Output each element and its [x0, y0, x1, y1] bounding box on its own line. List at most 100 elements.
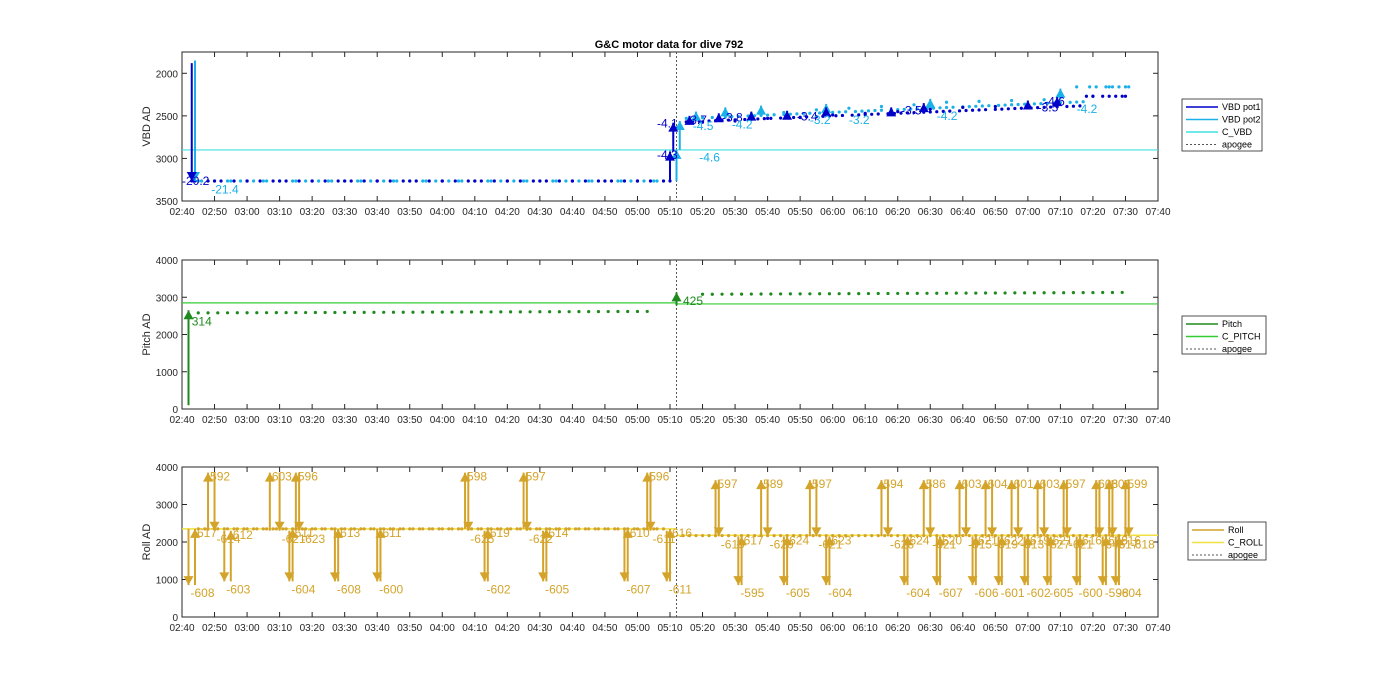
roll-arrow-head [925, 527, 936, 537]
vbd-pot2-point [326, 179, 330, 183]
pitch-dot [304, 310, 308, 315]
vbd-pot2-arrow-head [674, 120, 685, 130]
roll-up-label: 604 [988, 477, 1008, 491]
roll-arrow-head [961, 527, 972, 537]
vbd-pot2-dot [996, 103, 1001, 107]
roll-dot [980, 534, 984, 538]
x-tick-label: 06:30 [918, 415, 943, 426]
roll-down-label: -608 [191, 586, 215, 600]
x-tick-label: 04:40 [560, 207, 585, 218]
x-tick-label: 06:00 [820, 415, 845, 426]
pitch-dot [460, 310, 464, 314]
roll-up-label: 624 [909, 533, 929, 547]
roll-dot [495, 527, 500, 531]
roll-arrow-head [756, 480, 767, 490]
vbd-pot1-dot [1065, 104, 1069, 109]
vbd-pot2-dot [1088, 85, 1092, 89]
vbd-dot [512, 179, 516, 183]
vbd-pot1-point [440, 179, 444, 183]
vbd-pot1-dot [1019, 106, 1023, 110]
x-tick-label: 07:20 [1080, 623, 1105, 634]
roll-dot [798, 534, 802, 538]
vbd-dot [590, 179, 594, 183]
vbd-pot2-dot [710, 115, 714, 120]
x-tick-label: 02:40 [169, 623, 194, 634]
roll-dot [349, 527, 353, 531]
vbd-pot2-dot [1117, 85, 1121, 89]
roll-down-label: -623 [301, 532, 325, 546]
roll-dot [915, 534, 919, 538]
roll-dot [1032, 534, 1036, 538]
x-tick-label: 04:40 [560, 623, 585, 634]
roll-dot [505, 527, 509, 531]
legend-label: C_ROLL [1228, 538, 1263, 548]
roll-down-label: -603 [226, 582, 250, 596]
vbd-pot1-dot [769, 116, 773, 120]
pitch-dot [587, 310, 591, 314]
roll-dot [271, 527, 275, 531]
x-tick-label: 03:50 [397, 415, 422, 426]
vbd-pot1-arrow-head [886, 107, 897, 117]
roll-dot [567, 527, 571, 531]
vbd-dot [616, 179, 620, 183]
x-tick-label: 03:40 [365, 207, 390, 218]
pitch-dot [944, 291, 949, 295]
roll-arrow-head [225, 530, 236, 540]
vbd-pot1-dot [912, 110, 916, 115]
roll-dot [232, 527, 236, 531]
vbd-pot1-dot [840, 113, 845, 118]
vbd-pot1-dot [899, 111, 903, 115]
pitch-dot [1052, 291, 1056, 295]
vbd-pot2-point [587, 179, 591, 183]
legend-label: apogee [1222, 344, 1252, 354]
x-tick-label: 05:30 [723, 415, 748, 426]
vbd-pot2-arrow-head [691, 111, 702, 121]
legend-label: VBD pot1 [1222, 102, 1261, 112]
x-tick-label: 05:40 [755, 623, 780, 634]
pitch-dot [596, 309, 601, 314]
x-tick-label: 07:10 [1048, 623, 1073, 634]
roll-dot [831, 534, 835, 538]
vbd-pot1-dot [1071, 104, 1076, 108]
vbd-pot1-point [408, 179, 412, 183]
x-tick-label: 03:40 [365, 415, 390, 426]
roll-dot [733, 534, 737, 538]
roll-up-label: 624 [789, 533, 809, 547]
x-tick-label: 04:00 [430, 415, 455, 426]
pitch-dot [382, 310, 386, 314]
roll-down-label: -598 [1105, 586, 1129, 600]
vbd-pot1-arrow-head [746, 111, 757, 121]
roll-up-label: 612 [233, 528, 253, 542]
roll-dot [772, 534, 776, 538]
roll-dot [528, 527, 532, 531]
roll-dot [242, 527, 246, 531]
vbd-dot [453, 179, 457, 183]
vbd-pot2-label: -4.2 [1077, 102, 1098, 116]
vbd-pot2-dot [801, 111, 805, 116]
roll-dot [225, 527, 230, 531]
x-tick-label: 06:10 [853, 623, 878, 634]
roll-dot [857, 534, 861, 538]
legend-label: Pitch [1222, 319, 1242, 329]
x-tick-label: 03:20 [300, 623, 325, 634]
roll-arrow-head [987, 527, 998, 537]
vbd-pot1-point [245, 179, 249, 183]
pitch-dot [847, 292, 851, 296]
roll-dot [427, 527, 431, 531]
vbd-dot [199, 179, 204, 183]
vbd-pot2-label: -4.5 [693, 119, 714, 133]
vbd-pot2-point [424, 179, 428, 183]
vbd-pot1-point [1123, 94, 1128, 98]
x-tick-label: 05:00 [625, 623, 650, 634]
pitch-dot [925, 291, 929, 295]
pitch-dot [284, 311, 288, 315]
roll-dot [635, 527, 640, 531]
roll-dot [421, 527, 425, 531]
pitch-label: 314 [192, 314, 212, 328]
roll-up-label: 616 [1121, 533, 1141, 547]
pitch-dot [896, 291, 900, 296]
vbd-pot1-dot [1013, 106, 1017, 111]
vbd-pot1-dot [834, 114, 838, 118]
x-tick-label: 03:00 [235, 623, 260, 634]
vbd-pot2-point [977, 99, 981, 103]
